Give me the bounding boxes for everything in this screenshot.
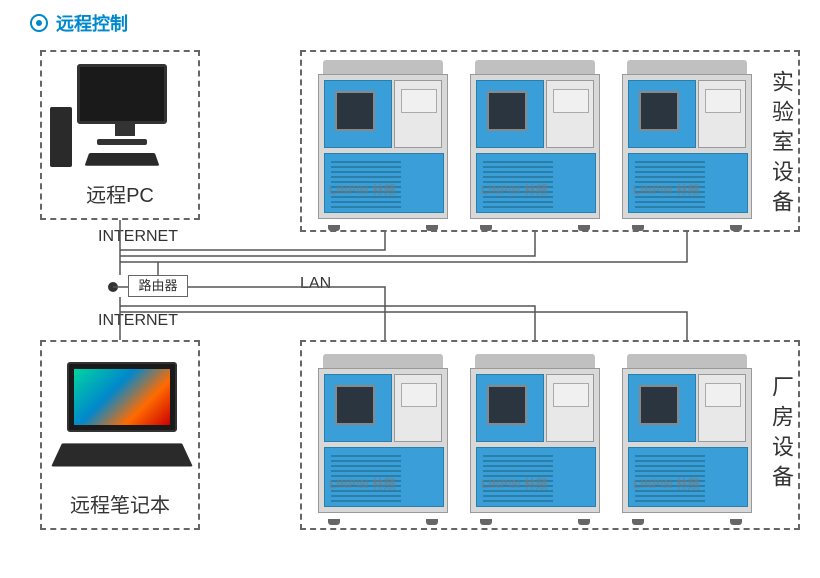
chamber-top-icon (323, 354, 443, 368)
chamber-display-icon (553, 89, 589, 113)
chamber-panel-icon (698, 374, 746, 442)
chamber-body-icon: LINPIN 林频 (318, 368, 448, 513)
chamber-window-icon (487, 385, 527, 425)
lab-chamber-2: LINPIN 林频 (622, 60, 752, 225)
router-node-icon (108, 282, 118, 292)
chamber-panel-icon (394, 374, 442, 442)
chamber-top-icon (627, 60, 747, 74)
chamber-top-icon (627, 354, 747, 368)
chamber-feet-icon (480, 519, 590, 525)
chamber-panel-icon (394, 80, 442, 148)
chamber-door-icon (324, 374, 392, 442)
chamber-window-icon (639, 385, 679, 425)
target-icon (30, 14, 48, 32)
lab-chamber-1: LINPIN 林频 (470, 60, 600, 225)
chamber-door-icon (628, 80, 696, 148)
chamber-window-icon (487, 91, 527, 131)
router-label: 路由器 (128, 275, 188, 297)
remote-laptop-box: 远程笔记本 (40, 340, 200, 530)
lab-equipment-label: 实验室设备 (765, 70, 797, 220)
chamber-watermark: LINPIN 林频 (633, 475, 700, 492)
chamber-door-icon (476, 374, 544, 442)
chamber-display-icon (705, 383, 741, 407)
remote-pc-label: 远程PC (42, 179, 198, 208)
factory-chamber-0: LINPIN 林频 (318, 354, 448, 519)
chamber-feet-icon (632, 225, 742, 231)
chamber-feet-icon (480, 225, 590, 231)
chamber-top-icon (475, 354, 595, 368)
chamber-display-icon (401, 383, 437, 407)
chamber-watermark: LINPIN 林频 (329, 181, 396, 198)
factory-equipment-label: 厂房设备 (765, 375, 797, 495)
laptop-base-icon (51, 443, 193, 466)
remote-pc-box: 远程PC (40, 50, 200, 220)
internet-label-bottom: INTERNET (98, 312, 178, 330)
internet-label-top: INTERNET (98, 228, 178, 246)
pc-monitor-icon (77, 64, 167, 124)
chamber-display-icon (553, 383, 589, 407)
chamber-door-icon (324, 80, 392, 148)
chamber-body-icon: LINPIN 林频 (622, 74, 752, 219)
chamber-top-icon (475, 60, 595, 74)
pc-keyboard-icon (85, 153, 160, 166)
chamber-feet-icon (632, 519, 742, 525)
chamber-feet-icon (328, 225, 438, 231)
lan-label: LAN (300, 275, 331, 293)
lab-chamber-0: LINPIN 林频 (318, 60, 448, 225)
pc-stand-icon (97, 139, 147, 145)
chamber-watermark: LINPIN 林频 (481, 181, 548, 198)
chamber-top-icon (323, 60, 443, 74)
laptop-display-icon (74, 369, 170, 425)
chamber-window-icon (335, 385, 375, 425)
header: 远程控制 (30, 10, 128, 36)
chamber-window-icon (335, 91, 375, 131)
chamber-panel-icon (546, 374, 594, 442)
factory-chamber-2: LINPIN 林频 (622, 354, 752, 519)
chamber-door-icon (628, 374, 696, 442)
chamber-panel-icon (698, 80, 746, 148)
remote-laptop-label: 远程笔记本 (42, 489, 198, 518)
chamber-panel-icon (546, 80, 594, 148)
chamber-display-icon (705, 89, 741, 113)
chamber-watermark: LINPIN 林频 (633, 181, 700, 198)
chamber-watermark: LINPIN 林频 (329, 475, 396, 492)
chamber-display-icon (401, 89, 437, 113)
page-title: 远程控制 (56, 10, 128, 36)
chamber-body-icon: LINPIN 林频 (318, 74, 448, 219)
chamber-window-icon (639, 91, 679, 131)
pc-tower-icon (50, 107, 72, 167)
chamber-door-icon (476, 80, 544, 148)
chamber-watermark: LINPIN 林频 (481, 475, 548, 492)
chamber-body-icon: LINPIN 林频 (622, 368, 752, 513)
chamber-body-icon: LINPIN 林频 (470, 74, 600, 219)
factory-chamber-1: LINPIN 林频 (470, 354, 600, 519)
chamber-body-icon: LINPIN 林频 (470, 368, 600, 513)
laptop-screen-icon (67, 362, 177, 432)
chamber-feet-icon (328, 519, 438, 525)
